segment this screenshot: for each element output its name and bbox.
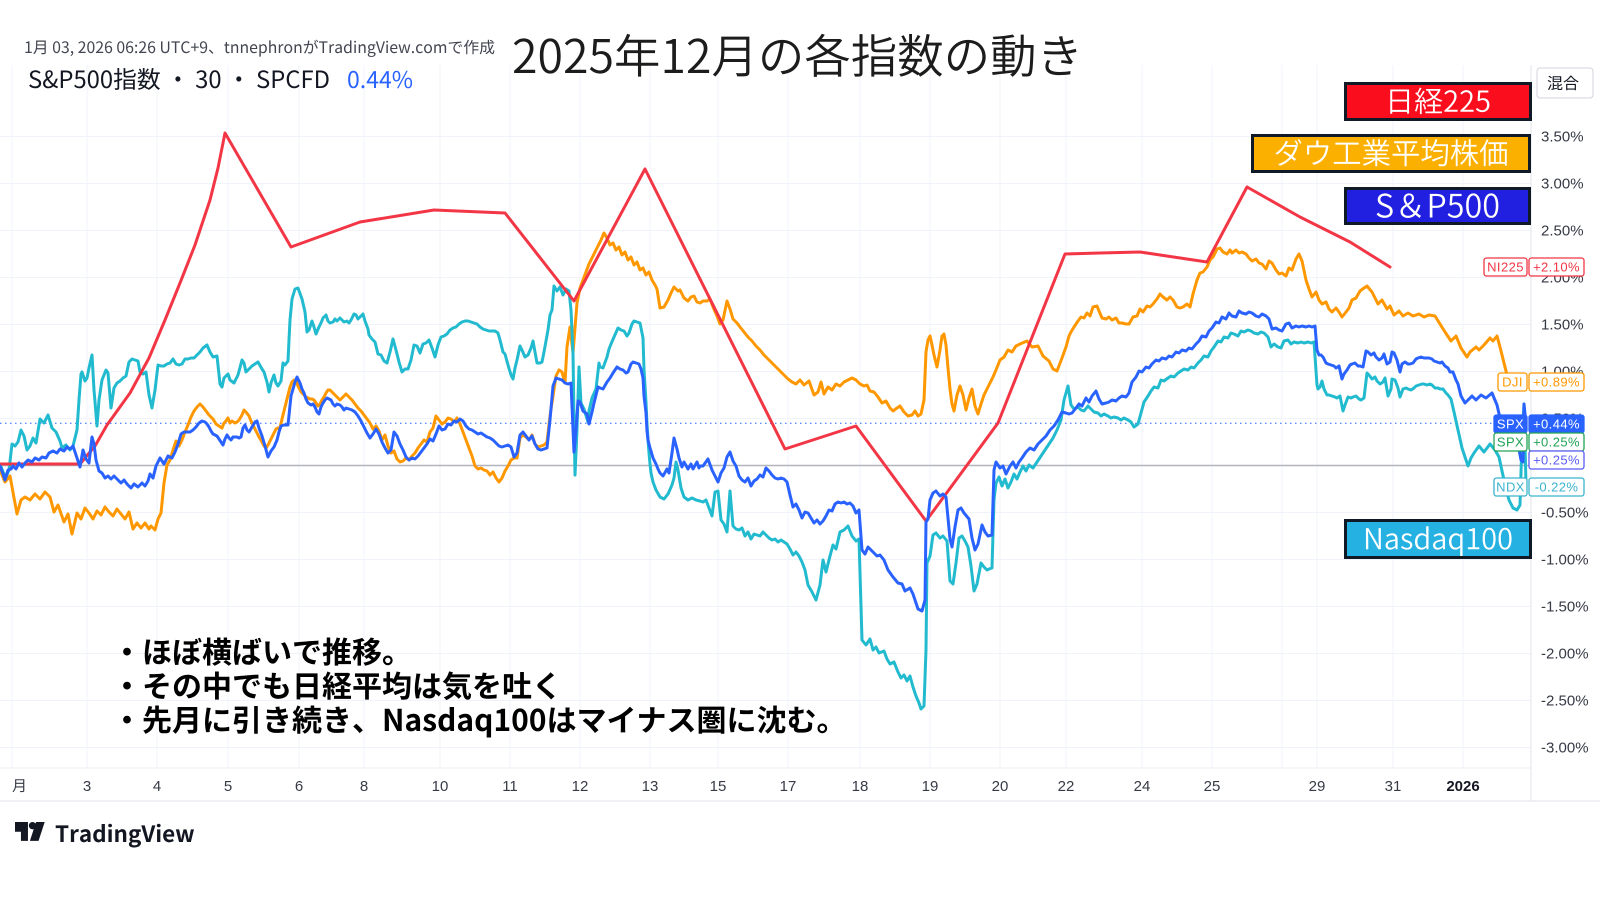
- svg-text:SPX: SPX: [1497, 417, 1524, 432]
- svg-text:NDX: NDX: [1496, 480, 1525, 495]
- svg-text:12: 12: [572, 778, 589, 795]
- svg-text:29: 29: [1309, 778, 1326, 795]
- svg-text:4: 4: [153, 778, 161, 795]
- svg-text:-2.00%: -2.00%: [1541, 646, 1589, 663]
- svg-text:2.50%: 2.50%: [1541, 223, 1584, 240]
- svg-text:DJI: DJI: [1502, 375, 1523, 390]
- svg-text:3: 3: [83, 778, 91, 795]
- svg-text:+0.25%: +0.25%: [1533, 453, 1580, 468]
- svg-text:-1.00%: -1.00%: [1541, 552, 1589, 569]
- svg-text:SPX: SPX: [1497, 435, 1524, 450]
- svg-text:-2.50%: -2.50%: [1541, 693, 1589, 710]
- svg-text:11: 11: [502, 778, 518, 795]
- svg-text:17: 17: [780, 778, 797, 795]
- svg-text:+0.89%: +0.89%: [1533, 375, 1580, 390]
- svg-text:6: 6: [295, 778, 303, 795]
- svg-text:15: 15: [710, 778, 727, 795]
- svg-text:24: 24: [1134, 778, 1151, 795]
- svg-text:+0.25%: +0.25%: [1533, 435, 1580, 450]
- svg-text:10: 10: [432, 778, 449, 795]
- svg-text:NI225: NI225: [1487, 260, 1524, 275]
- svg-text:+0.44%: +0.44%: [1533, 417, 1580, 432]
- svg-text:-3.00%: -3.00%: [1541, 740, 1589, 757]
- svg-text:-0.22%: -0.22%: [1535, 480, 1579, 495]
- svg-text:25: 25: [1204, 778, 1221, 795]
- svg-text:2026: 2026: [1446, 778, 1479, 795]
- svg-text:31: 31: [1385, 778, 1402, 795]
- svg-text:3.50%: 3.50%: [1541, 129, 1584, 146]
- svg-text:5: 5: [224, 778, 232, 795]
- svg-text:8: 8: [360, 778, 368, 795]
- svg-text:13: 13: [642, 778, 659, 795]
- svg-text:3.00%: 3.00%: [1541, 176, 1584, 193]
- svg-text:-1.50%: -1.50%: [1541, 599, 1589, 616]
- svg-text:22: 22: [1058, 778, 1075, 795]
- svg-text:1.50%: 1.50%: [1541, 317, 1584, 334]
- svg-text:19: 19: [922, 778, 939, 795]
- svg-text:-0.50%: -0.50%: [1541, 505, 1589, 522]
- svg-text:18: 18: [852, 778, 869, 795]
- svg-text:20: 20: [992, 778, 1009, 795]
- svg-text:+2.10%: +2.10%: [1533, 260, 1580, 275]
